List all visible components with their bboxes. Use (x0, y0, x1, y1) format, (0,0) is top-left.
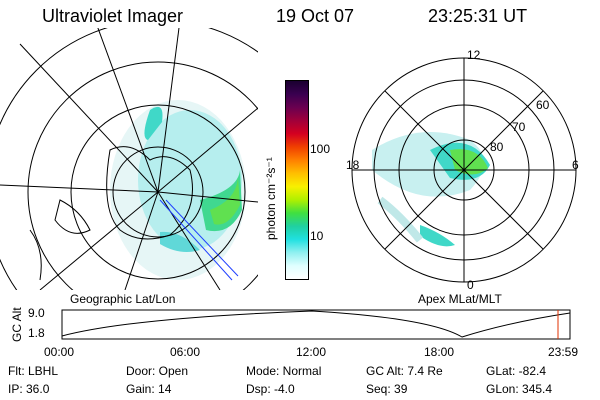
param-glon: GLon: 345.4 (486, 382, 553, 396)
timeline-xtick-4: 23:59 (548, 345, 579, 359)
mlt-label-top: 12 (467, 48, 481, 62)
param-seq: Seq: 39 (366, 382, 408, 396)
param-gain: Gain: 14 (126, 382, 172, 396)
polar-map-caption: Apex MLat/MLT (418, 292, 502, 306)
lat-label-60: 60 (536, 98, 550, 112)
param-ip: IP: 36.0 (8, 382, 50, 396)
param-filter: Flt: LBHL (8, 364, 59, 378)
timeline-xtick-1: 06:00 (170, 345, 201, 359)
param-gcalt: GC Alt: 7.4 Re (366, 364, 443, 378)
colorbar-tick-10: 10 (310, 229, 324, 243)
lat-label-70: 70 (512, 120, 526, 134)
time-label: 23:25:31 UT (428, 6, 528, 26)
app-title: Ultraviolet Imager (42, 6, 184, 26)
mlt-label-bottom: 0 (467, 278, 474, 292)
lat-label-80: 80 (490, 140, 504, 154)
timeline-xtick-0: 00:00 (44, 345, 75, 359)
param-door: Door: Open (126, 364, 189, 378)
param-mode: Mode: Normal (246, 364, 322, 378)
timeline-xtick-3: 18:00 (424, 345, 455, 359)
mlt-label-right: 6 (572, 158, 579, 172)
param-dsp: Dsp: -4.0 (246, 382, 295, 396)
param-glat: GLat: -82.4 (486, 364, 547, 378)
colorbar (285, 80, 309, 280)
timeline-ytick-top: 9.0 (28, 306, 45, 320)
date-label: 19 Oct 07 (276, 6, 355, 26)
timeline-xtick-2: 12:00 (296, 345, 327, 359)
colorbar-tick-100: 100 (310, 142, 331, 156)
geo-map-caption: Geographic Lat/Lon (70, 292, 176, 306)
timeline-ytick-bottom: 1.8 (28, 326, 45, 340)
mlt-label-left: 18 (346, 158, 360, 172)
